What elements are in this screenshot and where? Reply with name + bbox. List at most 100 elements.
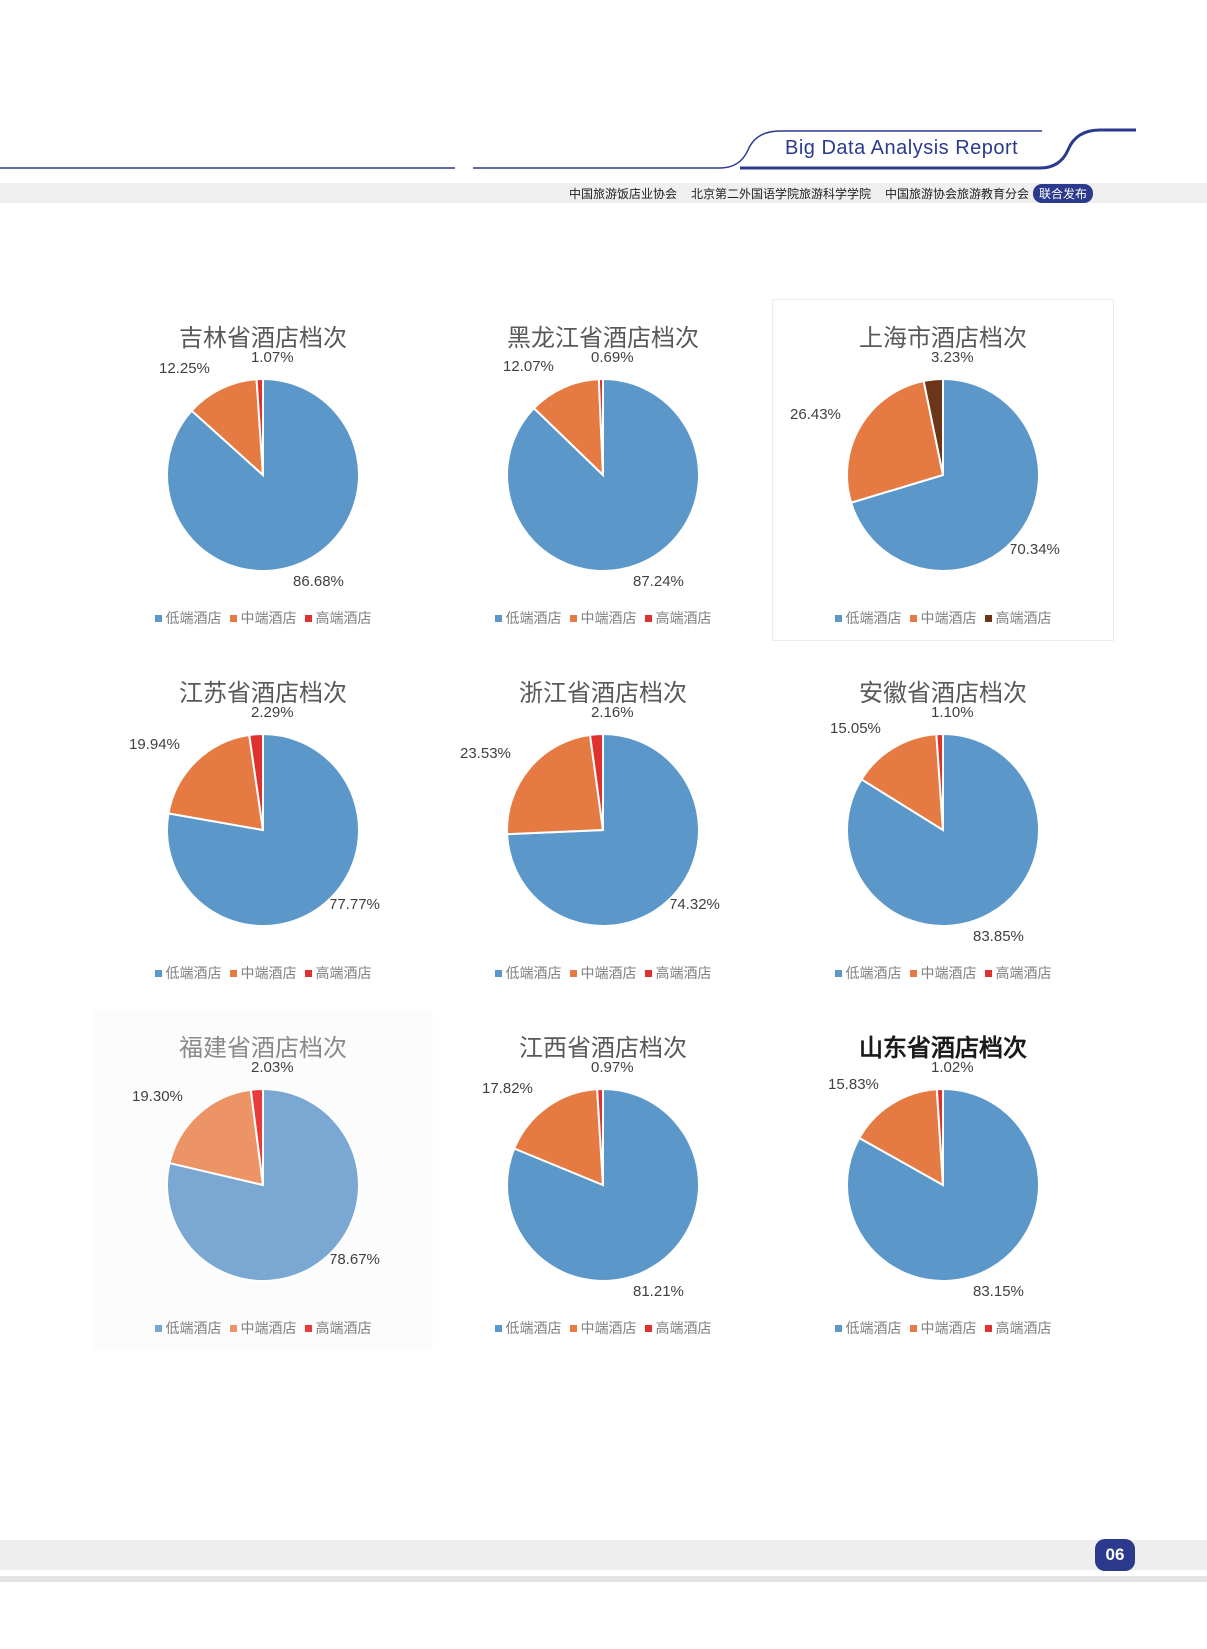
- pie-slice-high-end: [935, 732, 944, 831]
- pie-slice-mid-range: [532, 378, 605, 478]
- legend-item: 高端酒店: [644, 963, 712, 983]
- legend-swatch: [569, 614, 577, 622]
- legend-swatch: [304, 969, 312, 977]
- organization-2: 北京第二外国语学院旅游科学学院: [690, 186, 871, 201]
- legend-label: 低端酒店: [845, 966, 902, 982]
- legend-swatch: [154, 1324, 162, 1332]
- legend-swatch: [569, 1324, 577, 1332]
- pie-chart: [506, 1087, 700, 1282]
- pie-slice-high-end: [248, 732, 264, 831]
- pie-slice-low-end: [166, 377, 360, 572]
- legend-label: 低端酒店: [845, 611, 902, 627]
- pie-chart-panel: 安徽省酒店档次 83.85% 15.05% 1.10% 低端酒店 中端酒店 高端酒店: [773, 655, 1113, 995]
- legend-label: 高端酒店: [995, 966, 1052, 982]
- legend-label: 高端酒店: [315, 966, 372, 982]
- legend-item: 高端酒店: [984, 608, 1052, 628]
- pie-slice-mid-range: [857, 1088, 945, 1187]
- legend-item: 高端酒店: [984, 963, 1052, 983]
- footer-line: [0, 1576, 1207, 1582]
- legend-swatch: [154, 969, 162, 977]
- legend-label: 高端酒店: [655, 966, 712, 982]
- page-number: 06: [1095, 1539, 1135, 1571]
- legend-item: 低端酒店: [834, 1318, 902, 1338]
- pie-chart: [166, 1087, 360, 1282]
- legend-item: 中端酒店: [909, 1318, 977, 1338]
- data-label: 2.03%: [251, 1059, 294, 1076]
- data-label: 77.77%: [329, 896, 380, 913]
- legend-swatch: [494, 969, 502, 977]
- legend-swatch: [644, 969, 652, 977]
- legend-item: 中端酒店: [229, 963, 297, 983]
- legend-swatch: [909, 614, 917, 622]
- data-label: 0.97%: [591, 1059, 634, 1076]
- legend-swatch: [909, 969, 917, 977]
- pie-chart: [846, 377, 1040, 572]
- footer-bar: [0, 1540, 1207, 1570]
- legend-item: 低端酒店: [494, 1318, 562, 1338]
- legend-swatch: [834, 969, 842, 977]
- legend-label: 中端酒店: [920, 611, 977, 627]
- data-label: 1.02%: [931, 1059, 974, 1076]
- header-bar: [0, 183, 1207, 203]
- chart-legend: 低端酒店 中端酒店 高端酒店: [93, 608, 433, 628]
- legend-item: 低端酒店: [154, 963, 222, 983]
- legend-item: 中端酒店: [569, 1318, 637, 1338]
- pie-slice-mid-range: [168, 1088, 265, 1187]
- legend-label: 中端酒店: [240, 1321, 297, 1337]
- header-decoration: [0, 128, 1136, 170]
- chart-legend: 低端酒店 中端酒店 高端酒店: [433, 1318, 773, 1338]
- legend-item: 高端酒店: [984, 1318, 1052, 1338]
- legend-swatch: [494, 614, 502, 622]
- legend-item: 低端酒店: [834, 608, 902, 628]
- legend-item: 高端酒店: [304, 1318, 372, 1338]
- pie-slice-low-end: [166, 1087, 360, 1282]
- legend-item: 低端酒店: [494, 608, 562, 628]
- data-label: 12.07%: [503, 358, 554, 375]
- legend-label: 低端酒店: [165, 966, 222, 982]
- chart-legend: 低端酒店 中端酒店 高端酒店: [433, 608, 773, 628]
- legend-item: 低端酒店: [834, 963, 902, 983]
- legend-label: 中端酒店: [580, 611, 637, 627]
- chart-title: 安徽省酒店档次: [859, 679, 1027, 707]
- legend-label: 中端酒店: [920, 966, 977, 982]
- data-label: 83.15%: [973, 1283, 1024, 1300]
- data-label: 15.05%: [830, 720, 881, 737]
- legend-item: 高端酒店: [644, 608, 712, 628]
- pie-slice-mid-range: [512, 1088, 605, 1187]
- data-label: 15.83%: [828, 1076, 879, 1093]
- pie-chart: [166, 377, 360, 572]
- data-label: 74.32%: [669, 896, 720, 913]
- data-label: 26.43%: [790, 406, 841, 423]
- pie-slice-mid-range: [190, 378, 265, 478]
- data-label: 1.07%: [251, 349, 294, 366]
- legend-swatch: [984, 614, 992, 622]
- organizations: 中国旅游饭店业协会 北京第二外国语学院旅游科学学院 中国旅游协会旅游教育分会 联…: [569, 183, 1093, 203]
- pie-slice-low-end: [849, 377, 1040, 572]
- pie-slice-high-end: [596, 1087, 604, 1186]
- legend-swatch: [304, 614, 312, 622]
- report-title: Big Data Analysis Report: [785, 137, 1019, 159]
- header-tab-outline: [473, 130, 1042, 169]
- legend-label: 低端酒店: [845, 1321, 902, 1337]
- joint-release-badge: 联合发布: [1032, 183, 1093, 203]
- legend-label: 低端酒店: [505, 611, 562, 627]
- legend-swatch: [569, 969, 577, 977]
- pie-slice-low-end: [166, 732, 360, 927]
- data-label: 17.82%: [482, 1080, 533, 1097]
- chart-title: 上海市酒店档次: [859, 324, 1027, 352]
- pie-slice-high-end: [249, 1087, 264, 1186]
- pie-slice-high-end: [922, 377, 944, 476]
- chart-title: 浙江省酒店档次: [519, 679, 687, 707]
- chart-title: 黑龙江省酒店档次: [507, 324, 699, 352]
- header-tab-accent: [740, 128, 1136, 170]
- pie-slice-mid-range: [506, 733, 605, 836]
- pie-slice-high-end: [255, 377, 264, 476]
- legend-item: 低端酒店: [154, 1318, 222, 1338]
- legend-label: 中端酒店: [920, 1321, 977, 1337]
- legend-swatch: [304, 1324, 312, 1332]
- legend-item: 中端酒店: [909, 608, 977, 628]
- legend-label: 高端酒店: [315, 611, 372, 627]
- pie-chart-panel: 江苏省酒店档次 77.77% 19.94% 2.29% 低端酒店 中端酒店 高端酒店: [93, 655, 433, 995]
- legend-label: 低端酒店: [505, 1321, 562, 1337]
- chart-title: 江苏省酒店档次: [179, 679, 347, 707]
